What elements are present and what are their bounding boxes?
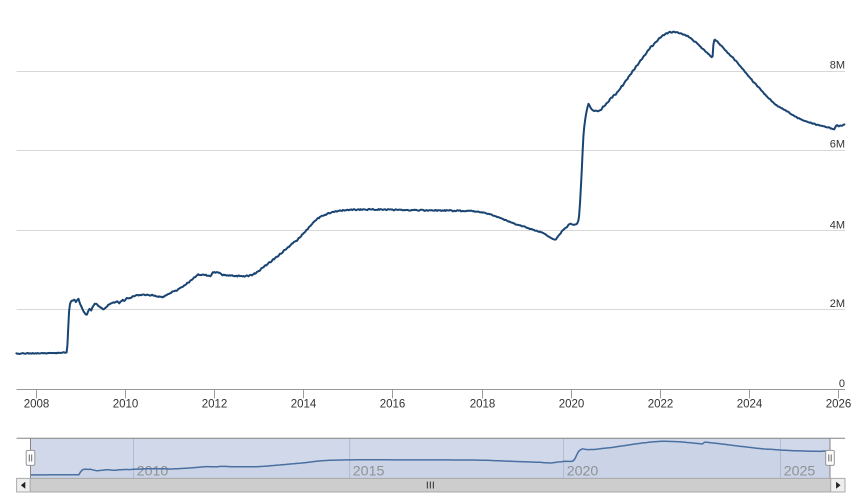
svg-text:2020: 2020 xyxy=(567,464,599,480)
svg-text:2025: 2025 xyxy=(784,464,816,480)
svg-text:0: 0 xyxy=(839,378,845,390)
svg-text:4M: 4M xyxy=(830,220,845,232)
svg-text:2008: 2008 xyxy=(24,399,50,411)
svg-text:2020: 2020 xyxy=(559,399,585,411)
svg-text:6M: 6M xyxy=(830,139,845,151)
svg-text:2026: 2026 xyxy=(826,399,852,411)
svg-text:8M: 8M xyxy=(830,60,845,72)
svg-text:2022: 2022 xyxy=(648,399,674,411)
svg-text:2015: 2015 xyxy=(353,464,385,480)
svg-text:2016: 2016 xyxy=(380,399,406,411)
svg-text:2018: 2018 xyxy=(470,399,496,411)
svg-text:2010: 2010 xyxy=(113,399,139,411)
svg-text:2M: 2M xyxy=(830,298,845,310)
svg-text:2012: 2012 xyxy=(202,399,228,411)
svg-text:2024: 2024 xyxy=(737,399,763,411)
svg-text:2010: 2010 xyxy=(137,464,169,480)
svg-text:2014: 2014 xyxy=(291,399,317,411)
